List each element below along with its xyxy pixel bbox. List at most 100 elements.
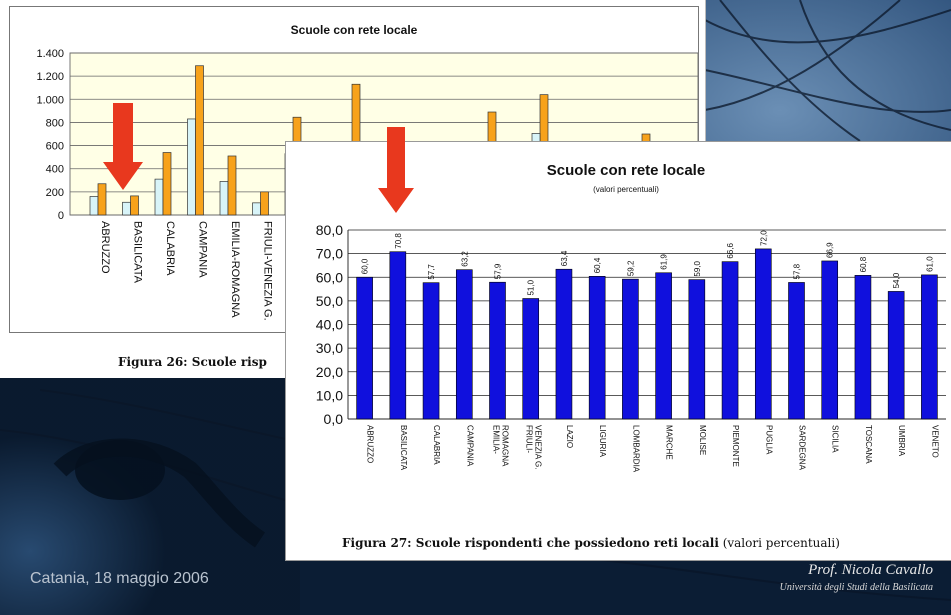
chart-27-data-label: 66,6 [726,243,735,259]
chart-27-data-label: 51,0 [527,279,536,295]
chart-27-tick-label: 20,0 [316,364,343,380]
chart-27-bar [688,279,706,420]
chart-26-tick-label: 800 [46,117,64,129]
chart-26-tick-label: 1.200 [36,71,64,83]
chart-27-data-label: 63,4 [560,250,569,266]
chart-27-tick-label: 10,0 [316,387,343,403]
chart-26-bar-light [154,178,164,216]
chart-27-tick-label: 40,0 [316,317,343,333]
chart-27-bar [788,282,805,420]
figure-27-caption-normal: (valori percentuali) [718,536,840,550]
chart-27-category-label: BASILICATA [399,425,408,471]
chart-27-bar [655,272,672,420]
footer-university: Università degli Studi della Basilicata [779,582,933,593]
chart-27-category-label: UMBRIA [897,425,906,457]
chart-27-bar [522,298,540,420]
chart-27-tick-label: 50,0 [316,293,343,309]
chart-27-bar [721,261,739,420]
chart-26-bar-light [252,202,261,216]
chart-27-data-label: 66,9 [826,242,835,258]
figure-27-panel: Scuole con rete locale (valori percentua… [285,141,951,561]
chart-26-title: Scuole con rete locale [291,23,418,37]
chart-27-category-label: CAMPANIA [465,425,474,467]
chart-27-category-label: TOSCANA [864,425,873,464]
chart-27-tick-label: 0,0 [324,411,344,427]
chart-27-bar [887,291,905,420]
chart-26-bar-light [122,201,131,216]
chart-27-category-label: EMILIA- [492,425,501,454]
chart-27-title: Scuole con rete locale [547,162,705,179]
chart-27-data-label: 63,2 [460,251,469,267]
chart-26-bar-orange [130,195,139,216]
chart-27-category-label: VENETO [930,425,939,458]
footer-author: Prof. Nicola Cavallo [808,562,933,578]
chart-27-category-label: ROMAGNA [501,425,510,467]
chart-27-category-label: LOMBARDIA [631,425,640,473]
chart-27-data-label: 54,0 [892,272,901,288]
chart-27-bar [821,260,839,420]
chart-27-data-label: 60,4 [593,257,602,273]
footer-location-date: Catania, 18 maggio 2006 [30,570,209,587]
chart-26-category-label: EMILIA-ROMAGNA [229,221,241,318]
chart-27-bar [754,248,772,420]
chart-26-bar-light [219,181,229,216]
chart-27-category-label: MOLISE [698,425,707,455]
chart-27-data-label: 72,0 [759,230,768,246]
chart-27-data-label: 61,9 [660,254,669,270]
chart-26-tick-label: 0 [58,210,64,222]
chart-27-category-label: LIGURIA [598,425,607,458]
chart-27-category-label: FRIULI- [525,425,534,453]
chart-26-tick-label: 1.400 [36,48,64,60]
chart-27: Scuole con rete locale (valori percentua… [286,142,951,527]
chart-27-bar [622,278,639,420]
chart-27-category-label: MARCHE [665,425,674,460]
chart-26-category-label: BASILICATA [132,221,144,284]
chart-26-bar-orange [260,191,269,216]
chart-27-data-label: 60,0 [361,258,370,274]
figure-27-caption: Figura 27: Scuole rispondenti che possie… [342,536,840,550]
chart-26-category-label: CALABRIA [164,221,176,276]
chart-26-bar-orange [195,65,204,216]
chart-27-data-label: 57,7 [427,264,436,280]
chart-27-bar [854,275,872,420]
chart-27-category-label: CALABRIA [432,425,441,465]
chart-27-bar [455,269,473,420]
chart-26-tick-label: 200 [46,187,64,199]
chart-27-data-label: 57,8 [793,263,802,279]
chart-27-data-label: 57,9 [494,263,503,279]
chart-27-subtitle: (valori percentuali) [593,185,659,194]
chart-27-svg: Scuole con rete locale (valori percentua… [316,162,946,473]
chart-27-category-label: LAZIO [565,425,574,448]
chart-27-data-label: 61,0 [925,256,934,272]
chart-27-bar [422,282,440,420]
chart-27-bar [389,251,407,420]
chart-26-tick-label: 400 [46,164,64,176]
chart-27-data-label: 60,8 [859,256,868,272]
chart-27-category-label: VENEZIA G. [534,425,543,469]
chart-27-bar [489,281,506,420]
chart-27-category-label: PIEMONTE [731,425,740,467]
chart-27-tick-label: 70,0 [316,246,343,262]
chart-27-category-label: SICILIA [831,425,840,453]
chart-27-category-label: ABRUZZO [366,425,375,463]
chart-27-tick-label: 60,0 [316,269,343,285]
chart-27-data-label: 59,0 [693,260,702,276]
chart-27-bar [921,274,938,420]
chart-26-category-label: FRIULI-VENEZIA G. [262,221,274,321]
chart-27-category-label: PUGLIA [764,425,773,455]
chart-26-bar-light [187,118,196,216]
chart-26-category-label: ABRUZZO [99,221,111,274]
chart-27-bar [356,276,373,420]
chart-26-bar-orange [227,155,237,216]
figure-26-caption: Figura 26: Scuole risp [118,355,267,369]
chart-27-bar [555,268,573,420]
chart-27-tick-label: 30,0 [316,340,343,356]
chart-26-category-label: CAMPANIA [197,221,209,278]
chart-27-data-label: 59,2 [626,260,635,276]
chart-26-bar-orange [162,152,172,216]
chart-27-category-label: SARDEGNA [798,425,807,471]
chart-26-bar-light [89,196,99,216]
chart-26-tick-label: 1.000 [36,94,64,106]
chart-27-data-label: 70,8 [394,233,403,249]
figure-27-caption-bold: Figura 27: Scuole rispondenti che possie… [342,536,719,550]
